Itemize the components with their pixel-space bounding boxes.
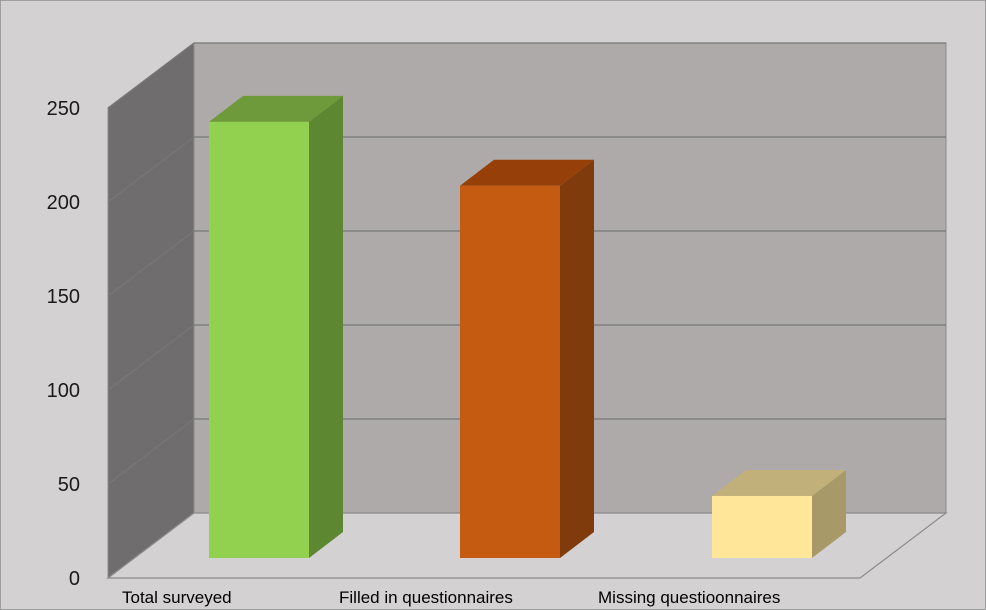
x-category-label: Missing questioonnaires [598,588,780,607]
x-axis: Total surveyed Filled in questionnaires Mi… [122,588,780,607]
bar-1 [209,95,343,558]
x-category-label: Filled in questionnaires [339,588,513,607]
y-tick-label: 200 [47,192,80,214]
y-axis: 0 50 100 150 200 250 [47,98,80,590]
bar-3 [712,469,846,558]
bar-front-face [209,121,309,558]
bar-2 [460,159,594,558]
y-tick-label: 150 [47,286,80,308]
gridline-side [107,136,195,203]
gridline-side [107,42,195,109]
bar-top-face [209,95,343,122]
side-wall [107,41,195,580]
bar-front-face [460,185,560,558]
bar-front-face [712,495,812,558]
x-category-label: Total surveyed [122,588,232,607]
y-tick-label: 0 [69,568,80,590]
bar-top-face [460,159,594,186]
bar-side-face [560,159,594,558]
bars [209,95,846,558]
bar-side-face [812,469,846,558]
y-tick-label: 100 [47,380,80,402]
gridline-side [107,230,195,297]
gridline-side [107,324,195,391]
bar-side-face [309,95,343,558]
y-tick-label: 50 [58,474,80,496]
bar-top-face [712,469,846,496]
gridline-side [107,418,195,485]
y-tick-label: 250 [47,98,80,120]
